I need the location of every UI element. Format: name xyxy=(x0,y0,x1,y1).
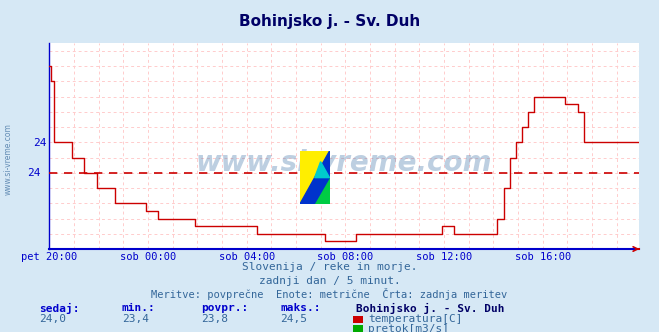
Text: maks.:: maks.: xyxy=(280,303,320,313)
Text: 23,8: 23,8 xyxy=(201,314,228,324)
Text: 24: 24 xyxy=(28,168,41,178)
Polygon shape xyxy=(300,151,330,204)
Text: zadnji dan / 5 minut.: zadnji dan / 5 minut. xyxy=(258,276,401,286)
Text: povpr.:: povpr.: xyxy=(201,303,248,313)
Polygon shape xyxy=(300,151,330,204)
Text: min.:: min.: xyxy=(122,303,156,313)
Text: www.si-vreme.com: www.si-vreme.com xyxy=(196,148,492,177)
Text: sedaj:: sedaj: xyxy=(40,302,80,314)
Text: temperatura[C]: temperatura[C] xyxy=(368,314,463,324)
Text: www.si-vreme.com: www.si-vreme.com xyxy=(4,124,13,195)
Text: Meritve: povprečne  Enote: metrične  Črta: zadnja meritev: Meritve: povprečne Enote: metrične Črta:… xyxy=(152,288,507,300)
Text: Bohinjsko j. - Sv. Duh: Bohinjsko j. - Sv. Duh xyxy=(356,302,504,314)
Text: Bohinjsko j. - Sv. Duh: Bohinjsko j. - Sv. Duh xyxy=(239,14,420,29)
Text: 24,0: 24,0 xyxy=(40,314,67,324)
Text: 23,4: 23,4 xyxy=(122,314,149,324)
Polygon shape xyxy=(315,162,330,178)
Polygon shape xyxy=(315,178,330,204)
Text: 24,5: 24,5 xyxy=(280,314,307,324)
Text: Slovenija / reke in morje.: Slovenija / reke in morje. xyxy=(242,262,417,272)
Text: pretok[m3/s]: pretok[m3/s] xyxy=(368,324,449,332)
